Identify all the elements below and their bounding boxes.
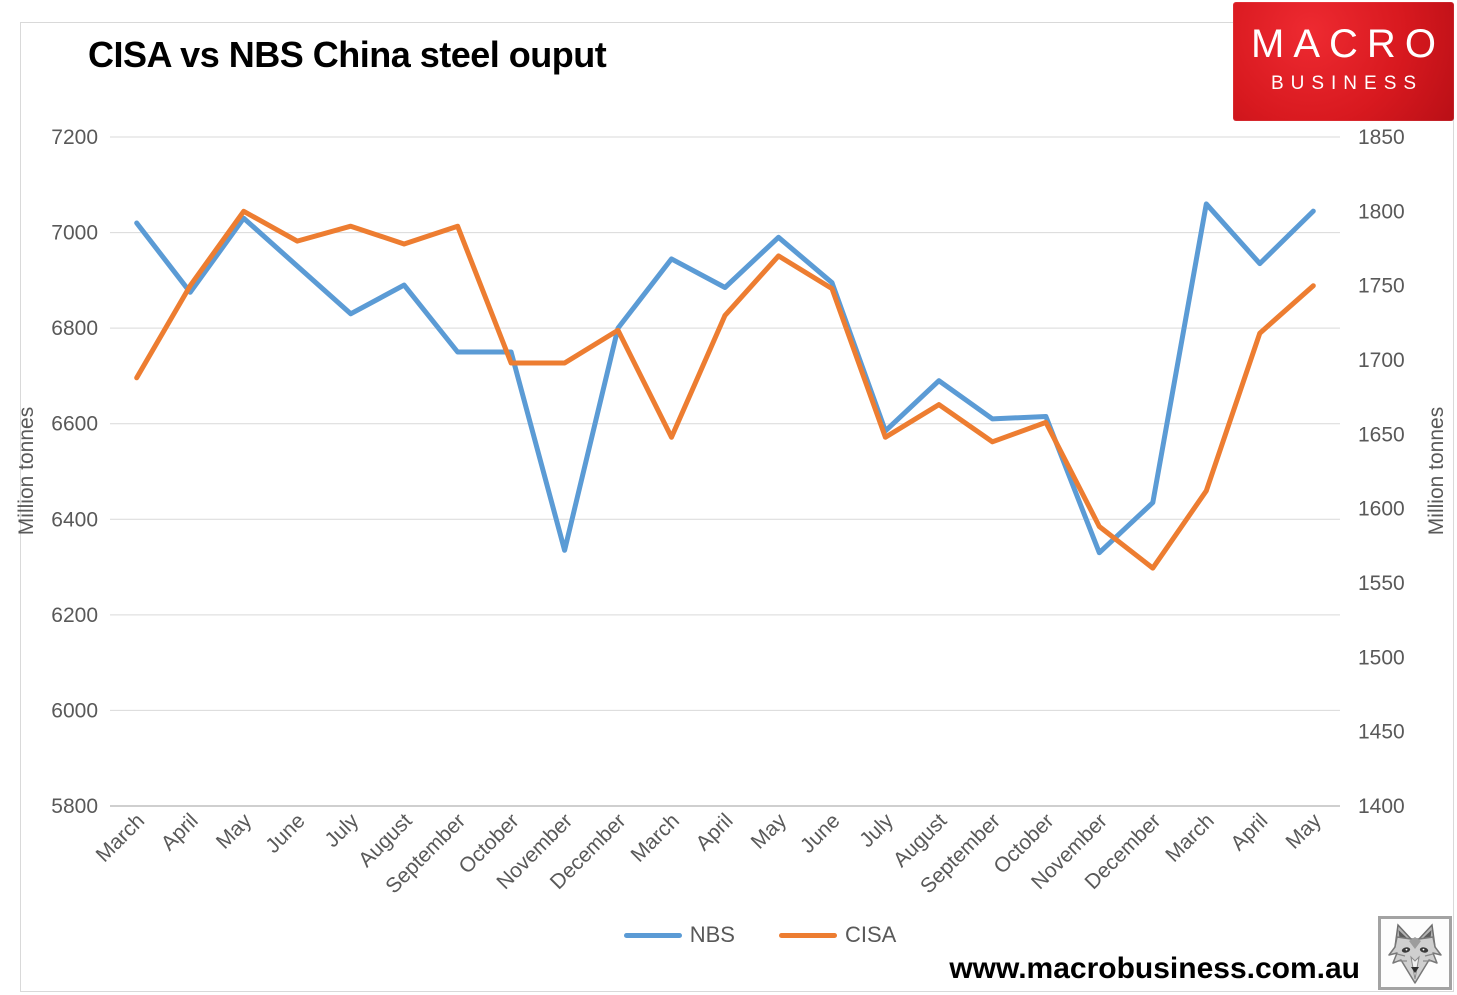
left-axis-title: Million tonnes — [15, 406, 38, 536]
legend-item-nbs: NBS — [623, 922, 735, 948]
y-axis-right-tick-label: 1450 — [1358, 721, 1405, 744]
x-axis-tick-label: April — [692, 809, 738, 855]
x-axis-tick-label: May — [1282, 809, 1327, 854]
x-axis-tick-label: June — [261, 809, 309, 857]
y-axis-left-tick-label: 5800 — [51, 795, 98, 818]
y-axis-right-tick-label: 1800 — [1358, 200, 1405, 223]
x-axis-tick-label: March — [627, 809, 685, 867]
cisa-line-swatch — [778, 932, 837, 938]
series-line-nbs — [134, 201, 1316, 556]
y-axis-left-tick-label: 7000 — [51, 222, 98, 245]
macrobusiness-logo: MACRO BUSINESS — [1233, 2, 1454, 121]
legend-label-nbs: NBS — [689, 922, 735, 947]
chart-title: CISA vs NBS China steel ouput — [88, 34, 607, 75]
y-axis-right-tick-label: 1750 — [1358, 275, 1405, 298]
nbs-line-swatch — [623, 932, 682, 938]
logo-text-macro: MACRO — [1251, 22, 1445, 66]
wolf-icon — [1388, 923, 1442, 984]
y-axis-right-tick-label: 1650 — [1358, 423, 1405, 446]
x-axis-tick-label: March — [92, 809, 150, 867]
x-axis-tick-label: July — [855, 809, 898, 852]
y-axis-right-tick-label: 1550 — [1358, 572, 1405, 595]
x-axis-tick-label: April — [157, 809, 203, 855]
x-axis-tick-label: May — [747, 809, 792, 854]
y-axis-right-tick-label: 1850 — [1358, 126, 1405, 149]
y-axis-right-tick-label: 1600 — [1358, 498, 1405, 521]
x-axis-tick-label: March — [1161, 809, 1219, 867]
x-axis-tick-label: June — [796, 809, 844, 857]
y-axis-left-tick-label: 6800 — [51, 317, 98, 340]
x-axis-tick-label: May — [212, 809, 257, 854]
x-axis-tick-label: July — [321, 809, 364, 852]
y-axis-left-tick-label: 6600 — [51, 413, 98, 436]
y-axis-left-tick-label: 7200 — [51, 126, 98, 149]
right-axis-title: Million tonnes — [1425, 406, 1448, 536]
y-axis-left-tick-label: 6400 — [51, 508, 98, 531]
y-axis-right-tick-label: 1700 — [1358, 349, 1405, 372]
y-axis-right-tick-label: 1400 — [1358, 795, 1405, 818]
legend-item-cisa: CISA — [778, 922, 897, 948]
y-axis-left-tick-label: 6000 — [51, 699, 98, 722]
x-axis-tick-label: April — [1226, 809, 1272, 855]
logo-text-business: BUSINESS — [1270, 73, 1424, 94]
legend-label-cisa: CISA — [844, 922, 897, 947]
wolf-logo-box — [1378, 916, 1452, 990]
y-axis-right-tick-label: 1500 — [1358, 646, 1405, 669]
series-line-cisa — [134, 208, 1316, 571]
legend: NBS CISA — [590, 918, 930, 952]
y-axis-left-tick-label: 6200 — [51, 604, 98, 627]
website-url[interactable]: www.macrobusiness.com.au — [949, 952, 1360, 985]
